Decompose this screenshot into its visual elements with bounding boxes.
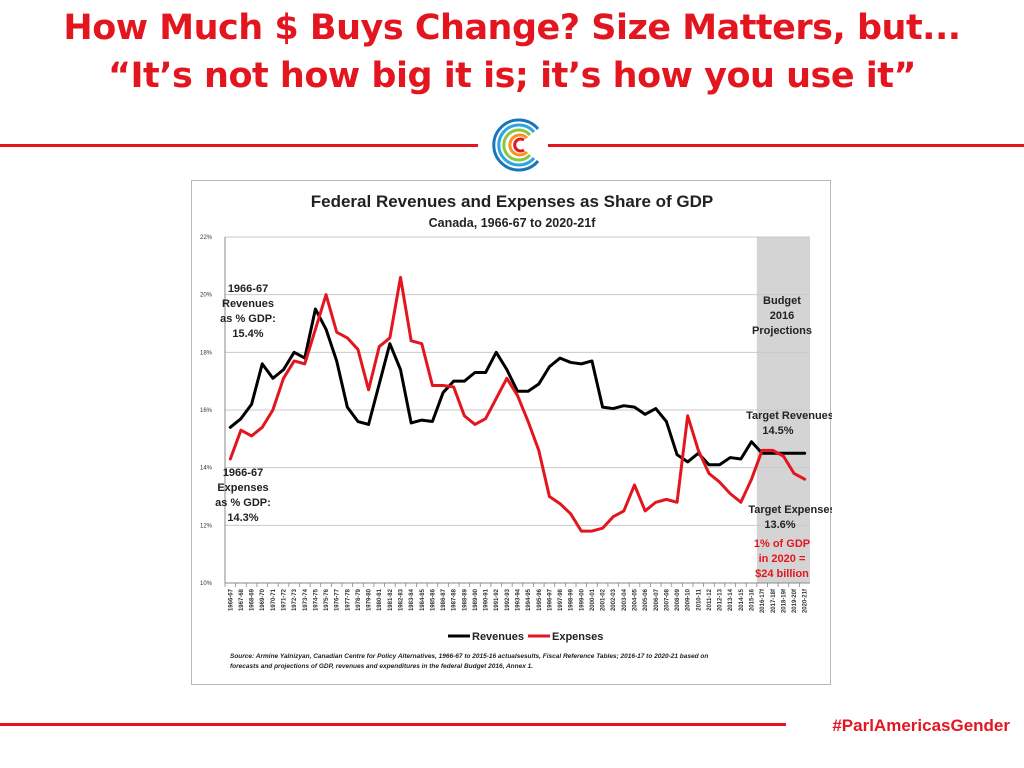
x-tick-label: 1976-77 [335, 588, 341, 611]
x-tick-label: 2003-04 [622, 588, 628, 611]
slide-title-line-1: How Much $ Buys Change? Size Matters, bu… [63, 8, 961, 48]
target-expenses-label: Target Expenses [748, 504, 832, 516]
expenses-start-label-line-3: as % GDP: [215, 497, 271, 509]
x-tick-label: 1975-76 [324, 588, 330, 611]
x-tick-label: 2000-01 [590, 588, 596, 611]
expenses-line [228, 275, 807, 533]
footer-divider [0, 723, 786, 726]
x-tick-label: 1973-74 [303, 588, 309, 611]
federal-revenue-expense-chart: 1966-67 1967-68 1968-69 1969-70 1970-71 1971-… [200, 192, 832, 670]
chart-source-line-1: Source: Armine Yalnizyan, Canadian Centr… [230, 653, 708, 660]
x-tick-label: 1979-80 [367, 588, 373, 611]
x-tick-label: 1977-78 [345, 588, 351, 611]
x-tick-label: 2009-10 [686, 588, 692, 611]
x-tick-label: 1967-68 [239, 588, 245, 611]
chart-source-line-2: forecasts and projections of GDP, revenu… [230, 663, 533, 670]
x-tick-label: 1985-86 [430, 588, 436, 611]
x-tick-label: 2010-11 [696, 588, 702, 610]
gdp-note-line-1: 1% of GDP [754, 538, 810, 550]
y-tick-label: 22% [200, 235, 213, 241]
y-tick-label: 20% [200, 293, 213, 299]
title-divider-left [0, 144, 478, 147]
x-tick-label: 1970-71 [271, 588, 277, 611]
x-tick-label: 2018-19f [781, 588, 787, 613]
projection-label-line-3: Projections [752, 325, 812, 337]
x-tick-label: 1974-75 [313, 588, 319, 611]
x-tick-label: 1980-81 [377, 588, 383, 611]
expenses-start-label-line-2: Expenses [217, 482, 268, 494]
x-tick-label: 1996-97 [547, 588, 553, 611]
chart-panel: 1966-67 1967-68 1968-69 1969-70 1970-71 1971-… [191, 180, 832, 685]
target-revenues-label: Target Revenues [746, 410, 832, 422]
y-tick-label: 12% [200, 523, 213, 529]
x-tick-label: 2008-09 [675, 588, 681, 611]
x-tick-label: 2011-12 [707, 588, 713, 610]
slide-title-line-2: “It’s not how big it is; it’s how you us… [107, 56, 917, 96]
x-tick-label: 1995-96 [537, 588, 543, 611]
x-tick-label: 1971-72 [282, 588, 288, 611]
x-tick-label: 1991-92 [494, 588, 500, 611]
chart-title: Federal Revenues and Expenses as Share o… [311, 192, 714, 211]
x-tick-label: 2012-13 [718, 588, 724, 611]
expenses-start-label-line-1: 1966-67 [223, 467, 263, 479]
y-tick-label: 18% [200, 350, 213, 356]
x-tick-label: 2015-16 [750, 588, 756, 611]
chart-subtitle: Canada, 1966-67 to 2020-21f [429, 216, 597, 230]
x-tick-label: 2001-02 [601, 588, 607, 611]
revenues-start-label-line-1: 1966-67 [228, 283, 268, 295]
x-tick-label: 2019-20f [792, 588, 798, 613]
x-tick-label: 1990-91 [484, 588, 490, 611]
x-tick-label: 2014-15 [739, 588, 745, 611]
x-tick-label: 1988-89 [462, 588, 468, 611]
x-tick-label: 2007-08 [664, 588, 670, 611]
x-tick-label: 1989-90 [473, 588, 479, 611]
x-tick-label: 2017-18f [771, 588, 777, 613]
x-tick-label: 1966-67 [228, 588, 234, 611]
gdp-note-line-3: $24 billion [755, 568, 809, 580]
y-tick-label: 14% [200, 466, 213, 472]
x-tick-label: 2020-21f [803, 588, 809, 613]
target-revenues-value: 14.5% [762, 425, 793, 437]
y-tick-label: 16% [200, 408, 213, 414]
target-expenses-value: 13.6% [764, 519, 795, 531]
x-tick-label: 2016-17f [760, 588, 766, 613]
projection-label-line-2: 2016 [770, 310, 794, 322]
y-tick-label: 10% [200, 581, 213, 587]
x-tick-label: 2004-05 [633, 588, 639, 611]
revenues-start-label-line-2: Revenues [222, 298, 274, 310]
footer-hashtag: #ParlAmericasGender [832, 716, 1010, 735]
x-tick-label: 2013-14 [728, 588, 734, 611]
legend-expenses-label: Expenses [552, 631, 603, 643]
revenues-start-label-line-4: 15.4% [232, 328, 263, 340]
title-divider-right [548, 144, 1024, 147]
x-tick-label: 1984-85 [420, 588, 426, 611]
x-tick-label: 1999-00 [579, 588, 585, 611]
x-tick-label: 1987-88 [452, 588, 458, 611]
x-tick-label: 1997-98 [558, 588, 564, 611]
x-tick-label: 1993-94 [516, 588, 522, 611]
concentric-arcs-logo-icon [492, 118, 540, 172]
x-tick-label: 2005-06 [643, 588, 649, 611]
x-tick-label: 1968-69 [250, 588, 256, 611]
x-tick-label: 1986-87 [441, 588, 447, 611]
x-tick-label: 1983-84 [409, 588, 415, 611]
x-tick-label: 2006-07 [654, 588, 660, 611]
expenses-start-label-line-4: 14.3% [227, 512, 258, 524]
x-tick-label: 1982-83 [399, 588, 405, 611]
revenues-line [228, 307, 807, 467]
x-tick-label: 1992-93 [505, 588, 511, 611]
revenues-start-label-line-3: as % GDP: [220, 313, 276, 325]
x-tick-label: 2002-03 [611, 588, 617, 611]
projection-label-line-1: Budget [763, 295, 801, 307]
gdp-note-line-2: in 2020 = [759, 553, 806, 565]
x-tick-label: 1978-79 [356, 588, 362, 611]
x-tick-label: 1998-99 [569, 588, 575, 611]
x-tick-label: 1981-82 [388, 588, 394, 611]
x-tick-label: 1969-70 [260, 588, 266, 611]
legend-revenues-label: Revenues [472, 631, 524, 643]
x-tick-label: 1994-95 [526, 588, 532, 611]
x-tick-label: 1972-73 [292, 588, 298, 611]
chart-legend: Revenues Expenses [448, 631, 603, 643]
